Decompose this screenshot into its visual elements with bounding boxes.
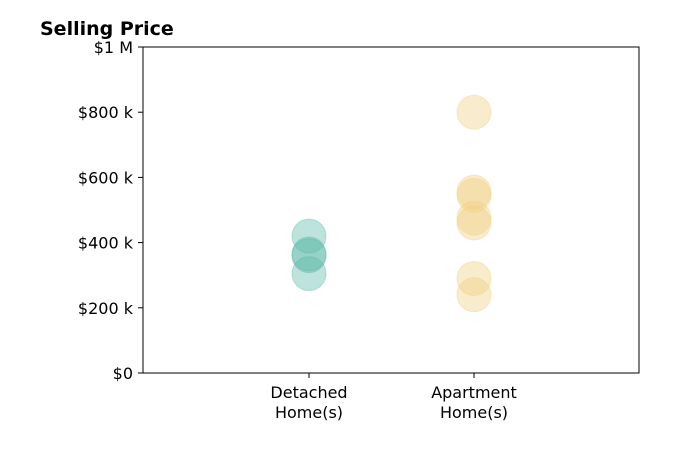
- y-tick-label: $0: [113, 364, 133, 383]
- chart-title: Selling Price: [40, 18, 174, 40]
- x-tick-label-line: Home(s): [440, 403, 508, 422]
- apartment-home-point: [456, 200, 492, 236]
- x-tick-label: Detached Home(s): [270, 383, 347, 422]
- y-tick-label: $400 k: [78, 234, 134, 253]
- x-tick-label-line: Home(s): [275, 403, 343, 422]
- y-tick-label: $600 k: [78, 168, 134, 187]
- apartment-home-point: [456, 174, 492, 210]
- x-tick-label-line: Apartment: [431, 383, 517, 402]
- plot-frame: [142, 46, 640, 374]
- y-tick-label: $1 M: [94, 38, 133, 57]
- x-tick-label-line: Detached: [270, 383, 347, 402]
- detached-home-point: [291, 218, 327, 254]
- apartment-home-point: [456, 177, 492, 213]
- apartment-home-point: [456, 205, 492, 241]
- detached-home-point: [291, 238, 327, 274]
- detached-home-point: [291, 256, 327, 292]
- data-points: [291, 94, 492, 313]
- apartment-home-point: [456, 260, 492, 296]
- y-axis: $0 $200 k $400 k $600 k $800 k $1 M: [78, 38, 143, 383]
- y-tick-label: $800 k: [78, 103, 134, 122]
- x-axis: Detached Home(s)Apartment Home(s): [270, 373, 517, 422]
- apartment-home-point: [456, 277, 492, 313]
- y-tick-label: $200 k: [78, 299, 134, 318]
- detached-home-point: [291, 236, 327, 272]
- x-tick-label: Apartment Home(s): [431, 383, 517, 422]
- apartment-home-point: [456, 94, 492, 130]
